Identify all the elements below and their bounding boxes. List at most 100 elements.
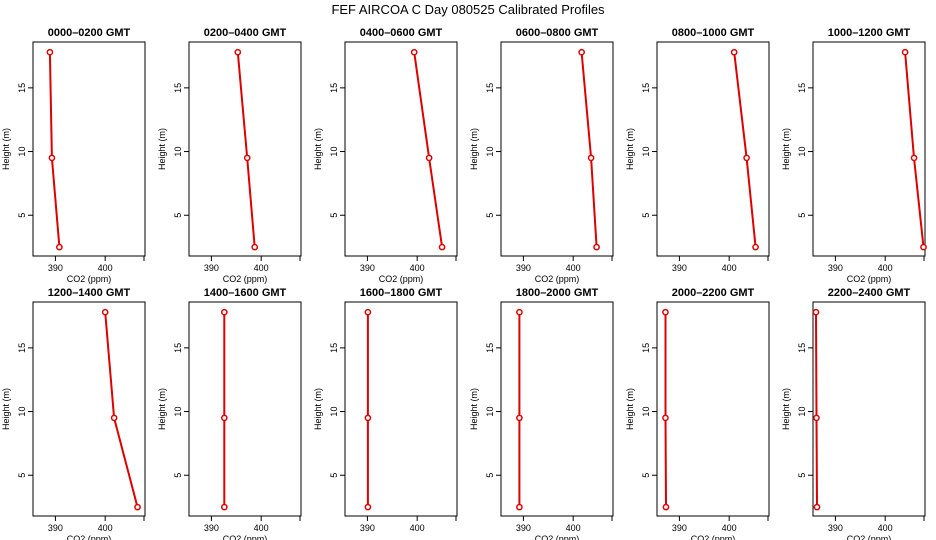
x-tick-label: 400 (878, 263, 893, 273)
x-axis-label: CO2 (ppm) (223, 274, 268, 284)
plot-frame (188, 301, 302, 517)
profile-point (134, 503, 141, 511)
panel-title: 0000–0200 GMT (48, 27, 131, 39)
y-axis-label: Height (m) (469, 388, 479, 430)
x-tick-label: 400 (878, 523, 893, 533)
y-tick-label: 15 (329, 343, 339, 353)
y-tick-label: 15 (173, 83, 183, 93)
x-tick-label: 390 (516, 523, 531, 533)
x-tick-label: 400 (98, 523, 113, 533)
y-tick-label: 10 (641, 147, 651, 157)
profile-point (243, 154, 251, 162)
x-tick-label: 390 (828, 263, 843, 273)
y-tick-label: 5 (485, 473, 495, 478)
profile-point (48, 154, 56, 162)
x-tick-label: 390 (516, 263, 531, 273)
panel-title: 1000–1200 GMT (828, 27, 911, 39)
profile-point (410, 48, 418, 56)
profile-point (662, 414, 669, 422)
panel-title: 1200–1400 GMT (48, 287, 131, 299)
profile-line (904, 52, 925, 248)
profile-point (920, 243, 927, 251)
y-axis-label: Height (m) (469, 128, 479, 170)
x-axis-label: CO2 (ppm) (691, 534, 736, 540)
y-tick-label: 10 (641, 407, 651, 417)
y-tick-label: 10 (797, 147, 807, 157)
profile-point (813, 503, 821, 511)
y-tick-label: 5 (641, 213, 651, 218)
y-axis-label: Height (m) (1, 388, 11, 430)
x-tick-label: 390 (828, 523, 843, 533)
profile-point (364, 503, 372, 511)
y-axis-label: Height (m) (157, 388, 167, 430)
y-tick-label: 15 (17, 343, 27, 353)
x-tick-label: 390 (48, 523, 63, 533)
x-axis-label: CO2 (ppm) (847, 534, 892, 540)
x-axis-label: CO2 (ppm) (67, 274, 112, 284)
panel-title: 0800–1000 GMT (672, 27, 755, 39)
profile-point (438, 243, 446, 251)
y-tick-label: 5 (329, 213, 339, 218)
y-tick-label: 5 (485, 213, 495, 218)
y-tick-label: 15 (797, 83, 807, 93)
profile-line (48, 52, 61, 248)
x-tick-label: 390 (672, 263, 687, 273)
y-tick-label: 5 (329, 473, 339, 478)
plot-frame (344, 41, 458, 257)
profile-point (234, 48, 242, 56)
plot-frame (500, 301, 614, 517)
profile-point (901, 48, 909, 56)
profile-point (364, 308, 372, 316)
y-tick-label: 15 (173, 343, 183, 353)
y-tick-label: 10 (17, 407, 27, 417)
y-tick-label: 15 (329, 83, 339, 93)
profile-point (812, 308, 820, 316)
y-tick-label: 5 (173, 473, 183, 478)
panel-title: 0400–0600 GMT (360, 27, 443, 39)
profile-point (364, 414, 372, 422)
profile-point (110, 414, 118, 422)
profile-panel: 1600–1800 GMT 390 400 5 10 15 Height (m) (313, 287, 458, 533)
y-tick-label: 10 (329, 407, 339, 417)
x-tick-label: 400 (410, 523, 425, 533)
x-axis-label: CO2 (ppm) (535, 274, 580, 284)
x-tick-label: 400 (566, 263, 581, 273)
y-axis-label: Height (m) (1, 128, 11, 170)
x-tick-label: 400 (254, 263, 269, 273)
plot-frame (656, 301, 770, 517)
x-axis-label: CO2 (ppm) (535, 534, 580, 540)
profile-point (752, 243, 759, 251)
panel-title: 2200–2400 GMT (828, 287, 911, 299)
profile-point (220, 503, 228, 511)
y-axis-label: Height (m) (313, 128, 323, 170)
x-tick-label: 400 (98, 263, 113, 273)
profile-point (220, 308, 228, 316)
y-axis-label: Height (m) (157, 128, 167, 170)
y-tick-label: 5 (797, 213, 807, 218)
x-tick-label: 400 (722, 263, 737, 273)
plot-frame (812, 301, 926, 517)
y-tick-label: 5 (17, 213, 27, 218)
panel-title: 0200–0400 GMT (204, 27, 287, 39)
y-tick-label: 5 (173, 213, 183, 218)
y-tick-label: 15 (485, 83, 495, 93)
x-axis-label: CO2 (ppm) (847, 274, 892, 284)
profile-point (46, 48, 54, 56)
y-tick-label: 10 (797, 407, 807, 417)
plot-frame (812, 41, 926, 257)
x-tick-label: 390 (672, 523, 687, 533)
plot-frame (344, 301, 458, 517)
figure-title: FEF AIRCOA C Day 080525 Calibrated Profi… (331, 2, 605, 17)
panel-title: 2000–2200 GMT (672, 287, 755, 299)
profile-line (664, 312, 667, 508)
